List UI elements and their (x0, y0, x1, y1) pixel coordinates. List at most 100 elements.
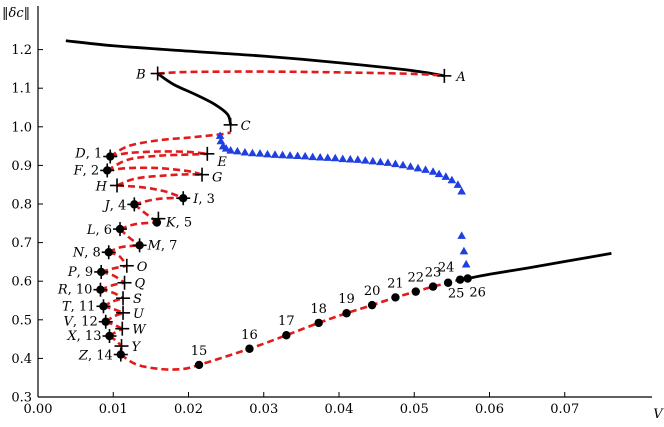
triangle-marker (226, 146, 235, 154)
triangle-marker (361, 156, 370, 164)
triangle-marker (300, 151, 310, 160)
point-label: Q (135, 277, 146, 292)
triangle-marker (398, 160, 408, 169)
triangle-marker (413, 163, 423, 172)
triangle-marker (338, 154, 348, 163)
point-label: O (137, 260, 148, 275)
point-label: X, 13 (66, 329, 101, 344)
point-label: S (133, 292, 142, 307)
x-tick-label: 0.01 (99, 402, 128, 417)
dot-marker (391, 293, 400, 302)
triangle-marker (308, 152, 317, 161)
dot-marker (342, 309, 351, 318)
connection-dashed-curve (108, 244, 140, 254)
triangle-marker (323, 153, 333, 161)
triangle-marker (221, 144, 231, 152)
y-tick-label: 1.0 (11, 120, 32, 135)
y-tick-label: 0.6 (11, 275, 32, 290)
point-label: 23 (425, 266, 442, 281)
x-tick-label: 0.02 (174, 402, 203, 417)
point-label: 26 (469, 285, 486, 300)
connection-dashed-curve (109, 131, 231, 158)
dot-marker (245, 344, 254, 353)
triangle-marker (461, 259, 471, 268)
ticks: 0.00 0.01 0.02 0.03 0.04 0.05 0.06 0.07 0.3 0.4 0.… (11, 43, 579, 417)
dot-marker (455, 275, 465, 284)
connection-dashed-curve (116, 184, 184, 200)
y-tick-label: 0.3 (11, 391, 32, 406)
point-label: 22 (407, 271, 424, 286)
y-tick-label: 0.7 (11, 236, 32, 251)
triangle-marker (434, 169, 444, 178)
point-label: G (212, 171, 222, 186)
point-label: L, 6 (86, 223, 112, 238)
point-label: Z, 14 (78, 349, 113, 364)
triangle-marker (293, 151, 302, 159)
connection-dashed-curve (106, 152, 208, 172)
triangle-marker (270, 150, 280, 158)
solution-branch-curve (65, 39, 445, 78)
point-label: H (95, 179, 108, 194)
point-label: W (132, 323, 147, 338)
point-label: U (133, 307, 145, 322)
point-label: 21 (387, 276, 404, 291)
triangle-marker (248, 148, 257, 157)
y-axis-label: ‖δc‖ (2, 6, 30, 21)
triangle-marker (215, 131, 225, 139)
solution-branch-curve (467, 252, 612, 280)
point-label: T, 11 (62, 299, 95, 314)
point-label: K, 5 (165, 216, 192, 231)
point-label: B (135, 68, 146, 83)
point-label: 18 (310, 302, 327, 317)
dot-marker (463, 274, 472, 283)
triangle-marker (421, 165, 430, 173)
triangle-marker (240, 147, 250, 156)
triangle-marker (447, 175, 457, 184)
x-tick-label: 0.05 (400, 402, 429, 417)
point-label: 20 (364, 284, 381, 299)
triangle-marker (285, 151, 295, 159)
dot-marker (152, 218, 162, 227)
point-label: M, 7 (147, 238, 178, 253)
x-tick-label: 0.04 (325, 402, 354, 417)
triangle-marker (345, 154, 355, 163)
point-label: P, 9 (67, 265, 93, 280)
dot-marker (314, 318, 323, 328)
black-branches (65, 39, 612, 280)
triangle-marker (453, 180, 463, 188)
connection-dashed-curve (107, 166, 203, 176)
triangle-marker (391, 159, 400, 168)
connection-dashed-curve (120, 277, 468, 371)
dot-marker (411, 287, 420, 296)
point-label: I, 3 (192, 192, 215, 207)
triangle-marker (315, 152, 325, 161)
y-tick-label: 0.9 (11, 159, 32, 174)
dot-marker (135, 241, 144, 250)
solution-branch-curve (156, 72, 233, 126)
connection-dashed-curve (119, 221, 157, 231)
triangle-marker (255, 149, 265, 157)
point-label: F, 2 (73, 163, 100, 178)
x-tick-label: 0.07 (550, 402, 579, 417)
triangle-marker (353, 155, 363, 163)
point-label: R, 10 (57, 283, 93, 298)
y-tick-label: 1.1 (11, 82, 32, 97)
point-label: 19 (338, 292, 355, 307)
connection-dashed-curve (157, 70, 445, 78)
point-label: J, 4 (102, 198, 127, 213)
triangle-marker (457, 186, 466, 195)
point-label: 15 (191, 344, 208, 359)
dot-marker (282, 331, 291, 340)
triangle-marker (233, 146, 242, 155)
triangle-marker (406, 162, 415, 170)
connection-dashed-curve (109, 150, 208, 158)
y-tick-label: 0.8 (11, 198, 32, 213)
triangle-markers (215, 131, 471, 268)
point-label: N, 8 (72, 245, 101, 260)
point-label: A (455, 70, 465, 85)
point-label: V, 12 (64, 315, 98, 330)
point-label: Y (132, 340, 142, 355)
y-tick-label: 0.4 (11, 352, 32, 367)
